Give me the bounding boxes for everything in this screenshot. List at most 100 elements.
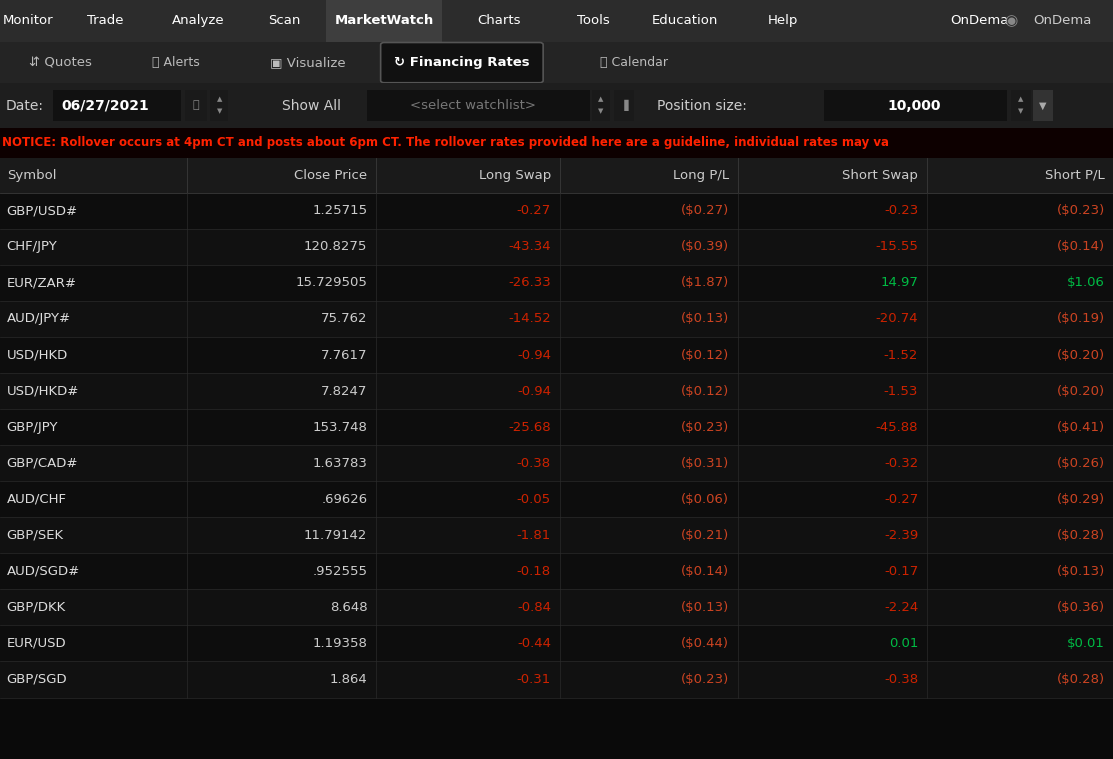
Text: 🔔 Alerts: 🔔 Alerts <box>152 56 199 69</box>
Text: -0.05: -0.05 <box>516 493 551 505</box>
Text: Analyze: Analyze <box>171 14 225 27</box>
FancyBboxPatch shape <box>824 90 1007 121</box>
FancyBboxPatch shape <box>0 42 1113 83</box>
FancyBboxPatch shape <box>185 90 207 121</box>
Text: ($0.41): ($0.41) <box>1057 420 1105 433</box>
Text: -0.38: -0.38 <box>516 457 551 470</box>
Text: Tools: Tools <box>577 14 610 27</box>
Text: -14.52: -14.52 <box>509 313 551 326</box>
Text: -0.31: -0.31 <box>516 673 551 686</box>
Text: OnDema: OnDema <box>951 14 1008 27</box>
Text: 1.25715: 1.25715 <box>312 204 367 217</box>
Text: ($0.29): ($0.29) <box>1057 493 1105 505</box>
Text: 15.729505: 15.729505 <box>295 276 367 289</box>
Text: ($1.87): ($1.87) <box>681 276 729 289</box>
Text: ($0.13): ($0.13) <box>681 313 729 326</box>
FancyBboxPatch shape <box>614 90 634 121</box>
Text: .952555: .952555 <box>313 565 367 578</box>
Text: 📅: 📅 <box>193 100 199 111</box>
FancyBboxPatch shape <box>0 446 1113 481</box>
Text: 153.748: 153.748 <box>313 420 367 433</box>
Text: Education: Education <box>651 14 718 27</box>
Text: MarketWatch: MarketWatch <box>334 14 434 27</box>
Text: Help: Help <box>767 14 798 27</box>
Text: ▲: ▲ <box>599 96 603 102</box>
Text: USD/HKD: USD/HKD <box>7 348 68 361</box>
Text: GBP/CAD#: GBP/CAD# <box>7 457 78 470</box>
FancyBboxPatch shape <box>0 128 1113 158</box>
Text: 06/27/2021: 06/27/2021 <box>62 99 149 112</box>
Text: GBP/USD#: GBP/USD# <box>7 204 78 217</box>
Text: ($0.28): ($0.28) <box>1057 673 1105 686</box>
Text: 120.8275: 120.8275 <box>304 241 367 254</box>
Text: Long P/L: Long P/L <box>673 168 729 182</box>
Text: ($0.14): ($0.14) <box>1057 241 1105 254</box>
Text: Short Swap: Short Swap <box>843 168 918 182</box>
Text: ($0.27): ($0.27) <box>681 204 729 217</box>
Text: $0.01: $0.01 <box>1067 637 1105 650</box>
Text: -1.53: -1.53 <box>884 385 918 398</box>
Text: EUR/USD: EUR/USD <box>7 637 67 650</box>
Text: ($0.13): ($0.13) <box>1057 565 1105 578</box>
FancyBboxPatch shape <box>0 265 1113 301</box>
Text: Position size:: Position size: <box>657 99 747 112</box>
Text: ($0.20): ($0.20) <box>1057 385 1105 398</box>
Text: ($0.12): ($0.12) <box>681 348 729 361</box>
Text: -0.23: -0.23 <box>884 204 918 217</box>
Text: ($0.28): ($0.28) <box>1057 529 1105 542</box>
Text: -0.27: -0.27 <box>516 204 551 217</box>
Text: 14.97: 14.97 <box>880 276 918 289</box>
FancyBboxPatch shape <box>0 553 1113 590</box>
Text: -0.17: -0.17 <box>884 565 918 578</box>
Text: ▲: ▲ <box>217 96 221 102</box>
Text: Charts: Charts <box>476 14 521 27</box>
Text: AUD/SGD#: AUD/SGD# <box>7 565 80 578</box>
Text: ▼: ▼ <box>1018 109 1023 115</box>
Text: 7.8247: 7.8247 <box>321 385 367 398</box>
Text: 1.864: 1.864 <box>329 673 367 686</box>
Text: Close Price: Close Price <box>294 168 367 182</box>
FancyBboxPatch shape <box>381 43 543 83</box>
Text: AUD/JPY#: AUD/JPY# <box>7 313 71 326</box>
FancyBboxPatch shape <box>0 193 1113 229</box>
Text: ↻ Financing Rates: ↻ Financing Rates <box>394 56 530 69</box>
Text: -2.39: -2.39 <box>884 529 918 542</box>
Text: GBP/DKK: GBP/DKK <box>7 601 66 614</box>
FancyBboxPatch shape <box>367 90 590 121</box>
FancyBboxPatch shape <box>53 90 181 121</box>
Text: ($0.31): ($0.31) <box>681 457 729 470</box>
Text: .69626: .69626 <box>322 493 367 505</box>
Text: ▣ Visualize: ▣ Visualize <box>270 56 346 69</box>
Text: Scan: Scan <box>267 14 301 27</box>
Text: -15.55: -15.55 <box>875 241 918 254</box>
Text: 11.79142: 11.79142 <box>304 529 367 542</box>
FancyBboxPatch shape <box>326 0 442 42</box>
Text: Monitor: Monitor <box>2 14 53 27</box>
FancyBboxPatch shape <box>1011 90 1031 121</box>
Text: 1.63783: 1.63783 <box>313 457 367 470</box>
FancyBboxPatch shape <box>0 158 1113 193</box>
Text: ($0.23): ($0.23) <box>681 420 729 433</box>
Text: -2.24: -2.24 <box>884 601 918 614</box>
Text: -26.33: -26.33 <box>509 276 551 289</box>
Text: Date:: Date: <box>6 99 43 112</box>
Text: ($0.20): ($0.20) <box>1057 348 1105 361</box>
Text: EUR/ZAR#: EUR/ZAR# <box>7 276 77 289</box>
Text: ($0.39): ($0.39) <box>681 241 729 254</box>
Text: USD/HKD#: USD/HKD# <box>7 385 79 398</box>
Text: GBP/SEK: GBP/SEK <box>7 529 63 542</box>
Text: -0.38: -0.38 <box>884 673 918 686</box>
Text: Show All: Show All <box>282 99 342 112</box>
Text: ($0.23): ($0.23) <box>681 673 729 686</box>
Text: -20.74: -20.74 <box>876 313 918 326</box>
Text: AUD/CHF: AUD/CHF <box>7 493 67 505</box>
Text: ▼: ▼ <box>599 109 603 115</box>
Text: ($0.26): ($0.26) <box>1057 457 1105 470</box>
Text: 10,000: 10,000 <box>887 99 940 112</box>
Text: -0.18: -0.18 <box>516 565 551 578</box>
Text: Long Swap: Long Swap <box>479 168 551 182</box>
Text: ▐: ▐ <box>620 100 629 111</box>
Text: Short P/L: Short P/L <box>1045 168 1105 182</box>
Text: ($0.12): ($0.12) <box>681 385 729 398</box>
Text: 📅 Calendar: 📅 Calendar <box>600 56 669 69</box>
